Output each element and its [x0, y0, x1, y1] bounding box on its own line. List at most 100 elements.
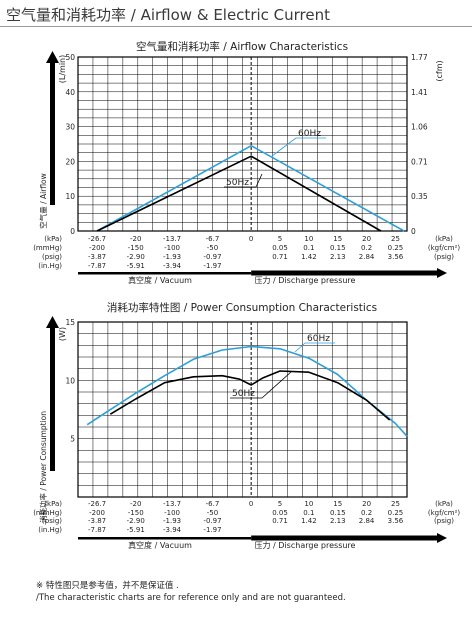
chart1-xtick-label: -150: [128, 244, 144, 252]
chart2-yunit: (W): [58, 327, 67, 341]
chart1-ytick-label: 0: [70, 227, 75, 236]
chart2-xrow-unit-left: (psig): [42, 517, 62, 525]
chart2-ytick-label: 15: [65, 318, 75, 327]
chart1-xtick-label: 3.56: [388, 253, 404, 261]
chart1-xtick-label: 10: [304, 235, 313, 243]
chart2-xtick-label: 0.2: [361, 509, 372, 517]
chart1-xtick-label: -2.90: [127, 253, 145, 261]
chart2-xtick-label: -150: [128, 509, 144, 517]
chart1-pressure-arrow: [437, 268, 447, 278]
chart1-xtick-label: -1.93: [163, 253, 181, 261]
chart1-xtick-label: -26.7: [88, 235, 106, 243]
footnote-line-1: ※ 特性图只是参考值，并不是保证值 .: [36, 581, 179, 591]
chart1-ytick-label: 30: [65, 123, 75, 132]
footnote: ※ 特性图只是参考值，并不是保证值 . /The characteristic …: [36, 580, 346, 604]
chart1-pressure-bar: [251, 270, 437, 276]
chart1-xrow-unit-right: (kgf/cm²): [428, 244, 461, 252]
chart2-xtick-label: -2.90: [127, 517, 145, 525]
chart1-ylabel: 空气量 / Airflow: [38, 173, 48, 229]
chart2-xtick-label: 5: [278, 500, 282, 508]
chart2-xtick-label: -13.7: [163, 500, 181, 508]
chart2-pressure-arrow: [437, 533, 447, 543]
chart1-xtick-label: -6.7: [206, 235, 220, 243]
chart2-xtick-label: 10: [304, 500, 313, 508]
chart2-xtick-label: 2.84: [359, 517, 375, 525]
chart2-xtick-label: 0.05: [272, 509, 288, 517]
chart2-title: 消耗功率特性图 / Power Consumption Characterist…: [107, 301, 377, 314]
chart2-xtick-label: 0.25: [388, 509, 404, 517]
footnote-line-2: /The characteristic charts are for refer…: [36, 593, 346, 603]
chart2-xtick-label: 15: [333, 500, 342, 508]
chart1-xtick-label: -200: [89, 244, 105, 252]
chart2-yaxis-bar: [50, 326, 55, 471]
chart2-xtick-label: -26.7: [88, 500, 106, 508]
page-title: 空气量和消耗功率 / Airflow & Electric Current: [6, 6, 331, 24]
chart1-xtick-label: -7.87: [88, 262, 106, 270]
chart2-xtick-label: -50: [207, 509, 218, 517]
chart2-xtick-label: 0: [249, 500, 253, 508]
chart1-xtick-label: 20: [362, 235, 371, 243]
title-divider: [0, 26, 472, 27]
chart1-xtick-label: -5.91: [127, 262, 145, 270]
chart2-xrow-unit-left: (kPa): [44, 500, 62, 508]
chart2-xtick-label: -3.87: [88, 517, 106, 525]
chart1-xrow-unit-left: (kPa): [44, 235, 62, 243]
chart1-ytick-right-label: 1.06: [411, 123, 428, 132]
chart2-series-60hz-label: 60Hz: [307, 334, 330, 344]
chart2-xtick-label: -100: [164, 509, 180, 517]
chart1-xrow-unit-left: (psig): [42, 253, 62, 261]
chart1-ytick-label: 10: [65, 192, 75, 201]
chart1-xtick-label: 2.13: [330, 253, 346, 261]
chart1-xtick-label: 0: [249, 235, 253, 243]
chart2-xrow-unit-right: (psig): [434, 517, 454, 525]
chart1-xtick-label: -50: [207, 244, 218, 252]
chart1-vacuum-label: 真空度 / Vacuum: [128, 275, 192, 285]
chart2-xtick-label: 20: [362, 500, 371, 508]
chart1-xtick-label: 25: [391, 235, 400, 243]
chart1-ytick-label: 40: [65, 88, 75, 97]
chart1-xtick-label: 1.42: [301, 253, 317, 261]
chart2-xtick-label: -200: [89, 509, 105, 517]
chart1-xtick-label: -20: [130, 235, 141, 243]
chart1-vacuum-bar: [78, 272, 252, 275]
chart1-yunit-right: (cfm): [435, 60, 444, 81]
chart2-xtick-label: 0.15: [330, 509, 346, 517]
chart2-ytick-label: 10: [65, 376, 75, 385]
chart1-xrow-unit-right: (kPa): [435, 235, 453, 243]
chart1-xtick-label: -3.87: [88, 253, 106, 261]
chart1-yaxis-bar: [50, 61, 55, 205]
chart1-xtick-label: 15: [333, 235, 342, 243]
chart1-series-50hz-leader: [255, 173, 263, 188]
chart1-series-50hz-line: [96, 155, 382, 232]
chart1-xtick-label: 0.15: [330, 244, 346, 252]
chart2-xtick-label: -5.91: [127, 526, 145, 534]
chart1-xtick-label: -1.97: [203, 262, 221, 270]
chart1-ytick-label: 20: [65, 157, 75, 166]
chart1-ytick-label: 50: [65, 53, 75, 62]
chart2-series-50hz-label: 50Hz: [232, 389, 255, 399]
chart2-xtick-label: -3.94: [163, 526, 182, 534]
chart2-xrow-unit-right: (kPa): [435, 500, 453, 508]
chart2-vacuum-label: 真空度 / Vacuum: [128, 540, 192, 550]
chart2-xtick-label: 1.42: [301, 517, 317, 525]
chart2-xtick-label: -20: [130, 500, 141, 508]
chart2-yaxis-arrow: [46, 316, 59, 328]
chart1-ytick-right-label: 1.41: [411, 88, 428, 97]
chart1-xrow-unit-right: (psig): [434, 253, 454, 261]
chart1-ytick-right-label: 0.35: [411, 192, 428, 201]
chart2-vacuum-bar: [78, 537, 252, 540]
chart1-xtick-label: 2.84: [359, 253, 375, 261]
chart2-xtick-label: 0.1: [303, 509, 314, 517]
chart2-ytick-label: 5: [70, 435, 75, 444]
chart1-xtick-label: -3.94: [163, 262, 182, 270]
chart2-xrow-unit-right: (kgf/cm²): [428, 509, 461, 517]
chart2-xtick-label: -1.97: [203, 526, 221, 534]
chart2-xtick-label: -7.87: [88, 526, 106, 534]
chart2-xrow-unit-left: (in.Hg): [38, 526, 62, 534]
chart2-pressure-label: 压力 / Discharge pressure: [255, 540, 356, 550]
chart1-yaxis-arrow: [46, 51, 59, 63]
chart1-xrow-unit-left: (mmHg): [33, 244, 62, 252]
chart1-xrow-unit-left: (in.Hg): [38, 262, 62, 270]
chart2-series-50hz-line: [109, 370, 391, 421]
